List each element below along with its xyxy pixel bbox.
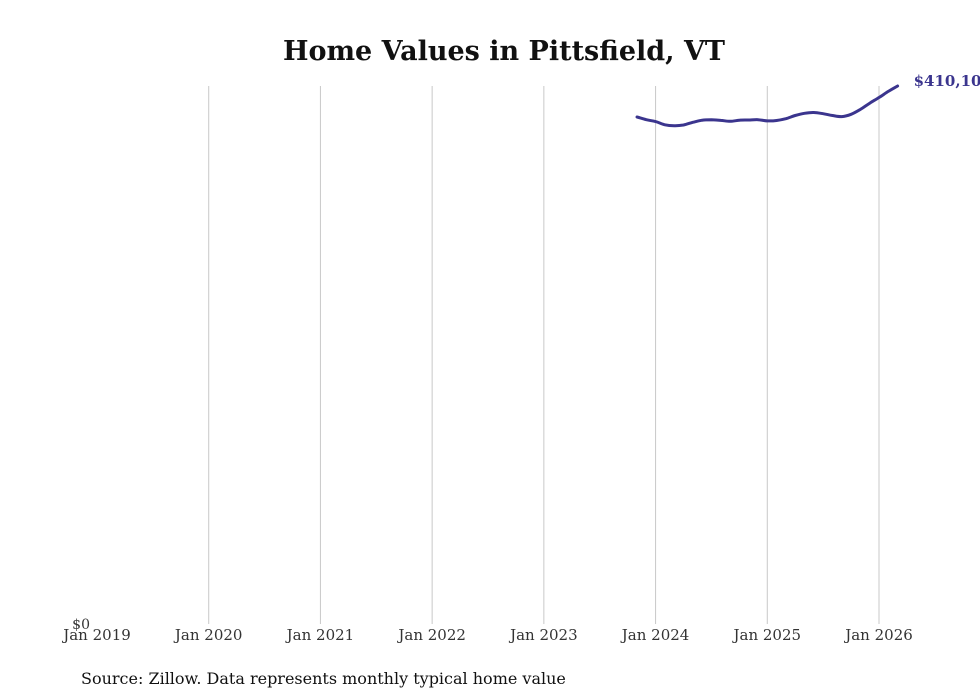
source-note: Source: Zillow. Data represents monthly … (81, 669, 566, 688)
x-tick-label: Jan 2025 (732, 626, 802, 644)
chart-title: Home Values in Pittsfield, VT (283, 36, 725, 67)
x-tick-label: Jan 2022 (396, 626, 466, 644)
x-tick-label: Jan 2024 (620, 626, 690, 644)
y-axis: $0 (72, 617, 90, 633)
x-tick-label: Jan 2023 (508, 626, 578, 644)
series-layer: $410,100 (635, 72, 980, 128)
grid-layer (208, 86, 880, 624)
x-tick-label: Jan 2020 (173, 626, 243, 644)
x-axis-ticks: Jan 2019 Jan 2020 Jan 2021 Jan 2022 Jan 2023… (61, 626, 913, 644)
x-tick-label: Jan 2019 (61, 626, 131, 644)
x-tick-label: Jan 2021 (285, 626, 355, 644)
y-tick-label: $0 (72, 617, 90, 633)
x-tick-label: Jan 2026 (843, 626, 913, 644)
series-line (635, 84, 900, 128)
end-value-label: $410,100 (914, 72, 980, 90)
